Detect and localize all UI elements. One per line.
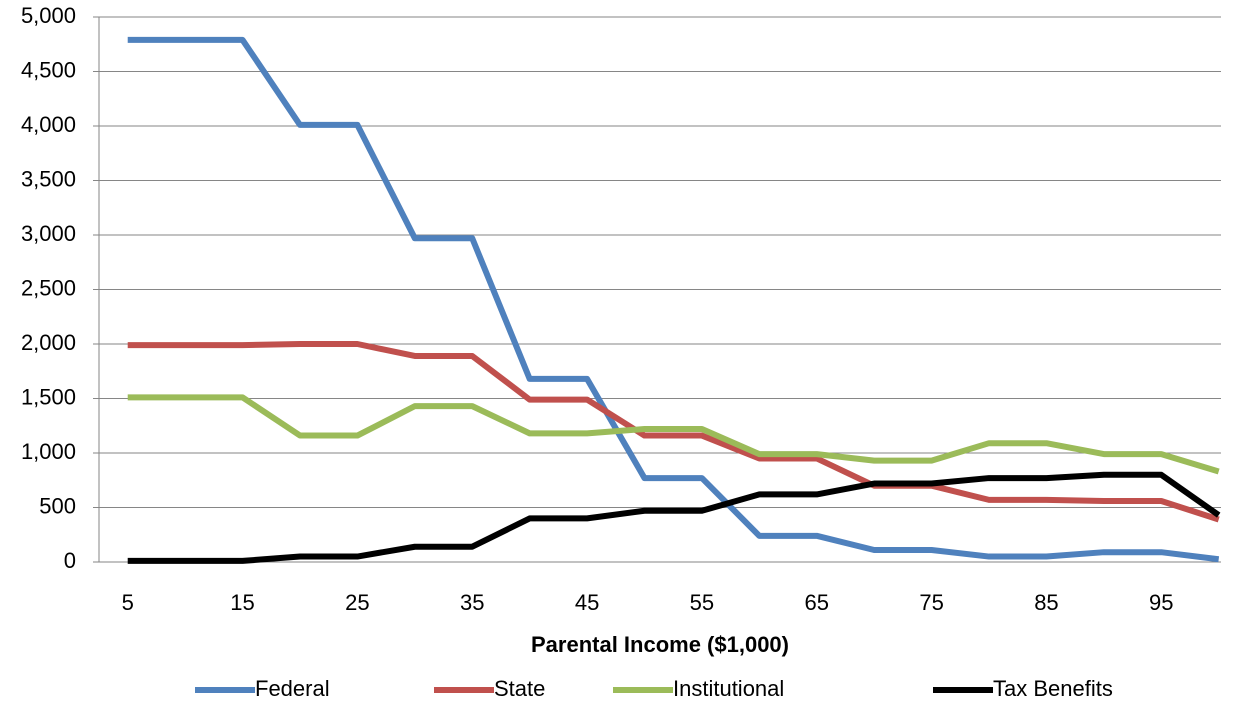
x-tick-label: 15	[230, 590, 254, 615]
y-tick-label: 2,500	[21, 275, 76, 300]
x-axis-label: Parental Income ($1,000)	[531, 632, 789, 657]
legend-label: Tax Benefits	[993, 676, 1113, 701]
x-tick-label: 75	[919, 590, 943, 615]
y-tick-label: 500	[39, 493, 76, 518]
y-tick-label: 3,500	[21, 166, 76, 191]
y-tick-label: 0	[64, 548, 76, 573]
series-line	[127, 471, 1221, 564]
x-tick-label: 45	[575, 590, 599, 615]
x-tick-label: 25	[345, 590, 369, 615]
series-line	[127, 36, 1220, 563]
series-line	[127, 341, 1220, 523]
x-tick-label: 55	[690, 590, 714, 615]
series-line	[127, 394, 1220, 475]
legend-label: State	[494, 676, 545, 701]
x-tick-label: 65	[805, 590, 829, 615]
y-tick-label: 5,000	[21, 3, 76, 28]
x-tick-label: 85	[1034, 590, 1058, 615]
y-tick-label: 1,000	[21, 439, 76, 464]
x-tick-label: 95	[1149, 590, 1173, 615]
x-tick-label: 35	[460, 590, 484, 615]
y-tick-label: 3,000	[21, 221, 76, 246]
x-tick-label: 5	[122, 590, 134, 615]
y-tick-label: 1,500	[21, 384, 76, 409]
y-tick-label: 4,000	[21, 112, 76, 137]
legend-label: Federal	[255, 676, 330, 701]
y-tick-label: 2,000	[21, 330, 76, 355]
y-tick-label: 4,500	[21, 57, 76, 82]
legend-label: Institutional	[673, 676, 784, 701]
